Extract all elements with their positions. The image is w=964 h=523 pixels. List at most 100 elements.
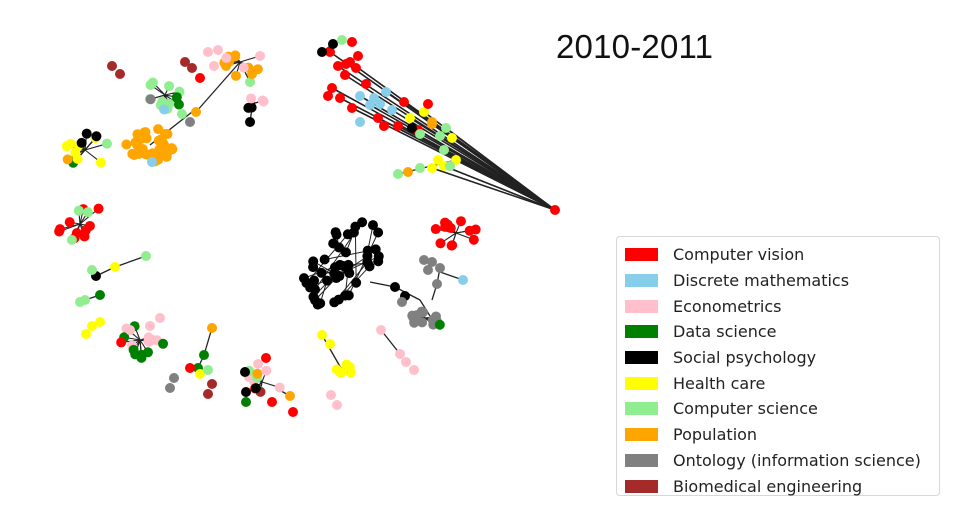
graph-node xyxy=(130,137,141,148)
graph-node xyxy=(333,61,343,71)
legend-label: Econometrics xyxy=(673,296,782,316)
graph-node xyxy=(84,220,95,231)
graph-node xyxy=(230,50,241,61)
graph-node xyxy=(353,51,363,61)
graph-node xyxy=(337,35,347,45)
legend-item-econometrics: Econometrics xyxy=(625,293,939,319)
graph-node xyxy=(447,240,458,251)
graph-node xyxy=(62,154,73,165)
legend-label: Data science xyxy=(673,322,777,342)
graph-node xyxy=(347,37,357,47)
graph-node xyxy=(261,353,271,363)
graph-node xyxy=(241,387,251,397)
graph-edge xyxy=(195,61,241,113)
graph-node xyxy=(185,117,195,127)
graph-node xyxy=(169,373,179,383)
graph-node xyxy=(267,397,277,407)
legend-item-social-psychology: Social psychology xyxy=(625,345,939,371)
graph-node xyxy=(347,103,357,113)
graph-node xyxy=(81,128,92,139)
graph-node xyxy=(308,256,319,267)
graph-node xyxy=(351,63,361,73)
legend-item-population: Population xyxy=(625,422,939,448)
legend-swatch xyxy=(625,453,658,467)
graph-node xyxy=(409,365,419,375)
graph-node xyxy=(379,121,389,131)
graph-node xyxy=(367,220,378,231)
graph-node xyxy=(157,137,168,148)
graph-node xyxy=(246,93,257,104)
graph-edge xyxy=(114,255,147,268)
graph-node xyxy=(187,63,197,73)
graph-node xyxy=(203,47,213,57)
graph-node xyxy=(373,227,384,238)
graph-edge xyxy=(439,135,556,211)
graph-node xyxy=(433,155,443,165)
graph-node xyxy=(397,297,407,307)
graph-node xyxy=(427,257,437,267)
legend-swatch xyxy=(625,351,658,365)
graph-node xyxy=(199,350,209,360)
graph-node xyxy=(401,357,411,367)
graph-node xyxy=(155,313,165,323)
graph-node xyxy=(435,238,446,249)
graph-node xyxy=(325,47,335,57)
graph-node xyxy=(243,102,254,113)
graph-node xyxy=(145,321,155,331)
graph-edge xyxy=(380,329,401,355)
legend-swatch xyxy=(625,325,658,339)
graph-node xyxy=(419,107,429,117)
graph-node xyxy=(171,92,182,103)
graph-node xyxy=(322,275,333,286)
graph-node xyxy=(142,347,153,358)
graph-node xyxy=(447,133,457,143)
legend-label: Computer vision xyxy=(673,245,805,265)
graph-node xyxy=(95,290,105,300)
graph-node xyxy=(76,137,87,148)
graph-node xyxy=(445,161,455,171)
graph-node xyxy=(298,273,309,284)
graph-node xyxy=(405,113,415,123)
graph-edge xyxy=(417,129,556,211)
graph-node xyxy=(423,265,433,275)
graph-node xyxy=(343,290,354,301)
graph-node xyxy=(458,275,468,285)
graph-node xyxy=(221,52,232,63)
graph-node xyxy=(326,390,336,400)
graph-node xyxy=(340,70,350,80)
graph-node xyxy=(419,255,429,265)
graph-node xyxy=(241,397,251,407)
graph-node xyxy=(327,83,337,93)
graph-node xyxy=(95,157,106,168)
graph-node xyxy=(82,207,93,218)
graph-node xyxy=(136,352,147,363)
graph-node xyxy=(230,70,241,81)
graph-node xyxy=(373,113,383,123)
graph-node xyxy=(355,117,365,127)
graph-node xyxy=(240,367,250,377)
graph-node xyxy=(245,77,255,87)
legend-label: Ontology (information science) xyxy=(673,450,921,470)
graph-node xyxy=(399,97,409,107)
graph-node xyxy=(132,129,143,140)
graph-node xyxy=(430,224,441,235)
graph-node xyxy=(72,153,83,164)
graph-node xyxy=(417,317,428,328)
graph-node xyxy=(64,217,75,228)
legend-swatch xyxy=(625,479,658,493)
graph-node xyxy=(373,256,384,267)
graph-node xyxy=(180,57,190,67)
legend-swatch xyxy=(625,248,658,262)
graph-node xyxy=(364,261,375,272)
graph-node xyxy=(470,224,481,235)
graph-node xyxy=(87,265,97,275)
graph-node xyxy=(147,334,158,345)
graph-edge xyxy=(321,334,343,371)
graph-node xyxy=(195,369,205,379)
graph-node xyxy=(95,317,105,327)
graph-node xyxy=(93,203,104,214)
legend-item-ontology: Ontology (information science) xyxy=(625,448,939,474)
graph-node xyxy=(407,123,417,133)
graph-node xyxy=(164,81,175,92)
graph-node xyxy=(362,251,373,262)
